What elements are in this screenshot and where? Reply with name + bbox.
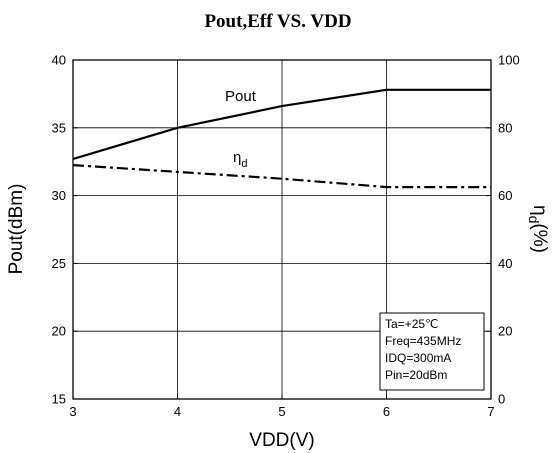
x-tick-label: 4 <box>174 404 181 419</box>
conditions-box: Ta=+25℃ Freq=435MHz IDQ=300mA Pin=20dBm <box>379 312 485 391</box>
series-line-pout <box>72 88 491 161</box>
x-axis-label: VDD(V) <box>249 430 314 451</box>
y-right-tick-label: 100 <box>498 53 520 68</box>
condition-idq: IDQ=300mA <box>385 351 451 365</box>
tick-labels: 3 4 5 6 7 15 20 25 30 35 40 0 20 40 60 80 100 <box>52 53 520 420</box>
x-tick-label: 7 <box>487 404 494 419</box>
y-left-tick-label: 25 <box>52 256 66 271</box>
tick-marks <box>72 59 492 400</box>
condition-frequency: Freq=435MHz <box>385 334 461 348</box>
x-tick-label: 3 <box>69 404 76 419</box>
y-left-tick-label: 15 <box>52 392 66 407</box>
condition-temperature: Ta=+25℃ <box>385 317 439 331</box>
chart-title: Pout,Eff VS. VDD <box>204 11 351 32</box>
series-label-eta: ηd <box>233 149 247 170</box>
series-label-pout: Pout <box>225 88 257 105</box>
y-right-tick-label: 40 <box>498 256 512 271</box>
x-tick-label: 5 <box>278 404 285 419</box>
y-right-tick-label: 20 <box>498 324 512 339</box>
grid-lines <box>73 60 491 399</box>
y-right-tick-label: 0 <box>498 392 505 407</box>
y-right-tick-label: 60 <box>498 188 512 203</box>
y-left-tick-label: 35 <box>52 120 66 135</box>
series-lines <box>72 88 491 189</box>
condition-pin: Pin=20dBm <box>385 368 447 382</box>
series-line-eta <box>72 164 491 189</box>
y-left-tick-label: 40 <box>52 53 66 68</box>
y-left-tick-label: 30 <box>52 188 66 203</box>
y-axis-left-label: Pout(dBm) <box>6 184 27 275</box>
y-right-tick-label: 80 <box>498 120 512 135</box>
x-tick-label: 6 <box>383 404 390 419</box>
y-left-tick-label: 20 <box>52 324 66 339</box>
y-axis-right-label: ηd(%) <box>526 205 550 253</box>
